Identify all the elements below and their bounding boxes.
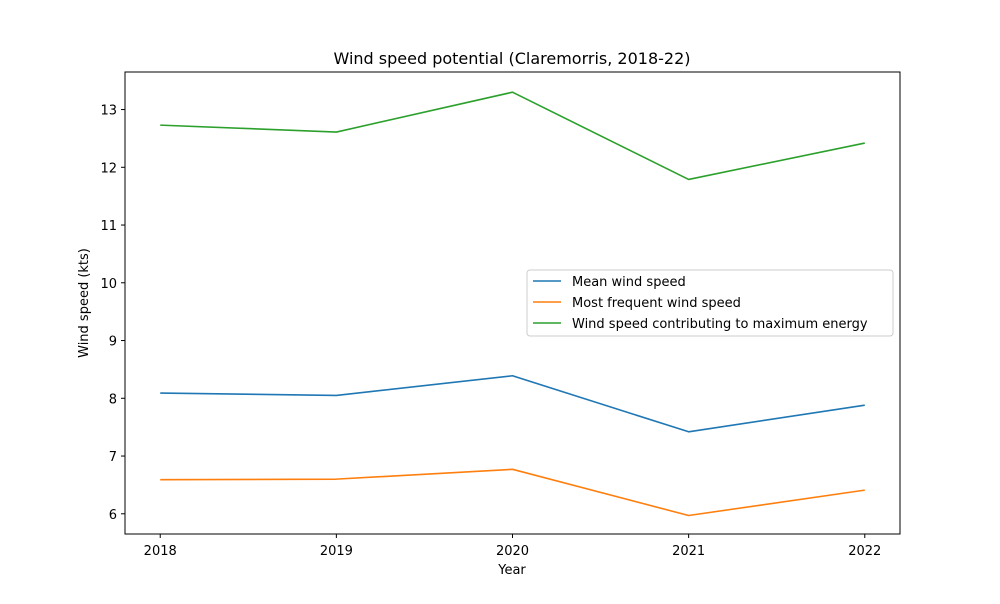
legend-label: Mean wind speed bbox=[572, 275, 686, 290]
legend: Mean wind speed Most frequent wind speed W… bbox=[526, 269, 894, 337]
y-axis-label: Wind speed (kts) bbox=[77, 248, 92, 358]
chart-title: Wind speed potential (Claremorris, 2018-… bbox=[333, 49, 690, 68]
y-axis: 6 7 8 9 10 11 12 13 bbox=[100, 104, 125, 523]
x-tick-label: 2019 bbox=[320, 544, 353, 559]
legend-label: Most frequent wind speed bbox=[572, 296, 741, 311]
y-tick-label: 12 bbox=[100, 161, 117, 176]
series-line-3 bbox=[160, 91, 865, 181]
legend-box bbox=[526, 269, 894, 337]
series-line-2 bbox=[160, 468, 865, 517]
y-tick-label: 8 bbox=[109, 392, 117, 407]
series-lines bbox=[160, 91, 865, 517]
y-tick-label: 9 bbox=[109, 335, 117, 350]
x-axis: 2018 2019 2020 2021 2022 bbox=[144, 534, 881, 559]
x-tick-label: 2022 bbox=[848, 544, 881, 559]
x-axis-label: Year bbox=[497, 563, 526, 578]
legend-label: Wind speed contributing to maximum energ… bbox=[572, 317, 868, 332]
y-tick-label: 11 bbox=[100, 219, 117, 234]
x-tick-label: 2018 bbox=[144, 544, 177, 559]
series-line-1 bbox=[160, 374, 865, 433]
y-tick-label: 7 bbox=[109, 450, 117, 465]
y-tick-label: 10 bbox=[100, 277, 117, 292]
y-tick-label: 6 bbox=[109, 508, 117, 523]
x-tick-label: 2021 bbox=[672, 544, 705, 559]
x-tick-label: 2020 bbox=[496, 544, 529, 559]
y-tick-label: 13 bbox=[100, 104, 117, 119]
